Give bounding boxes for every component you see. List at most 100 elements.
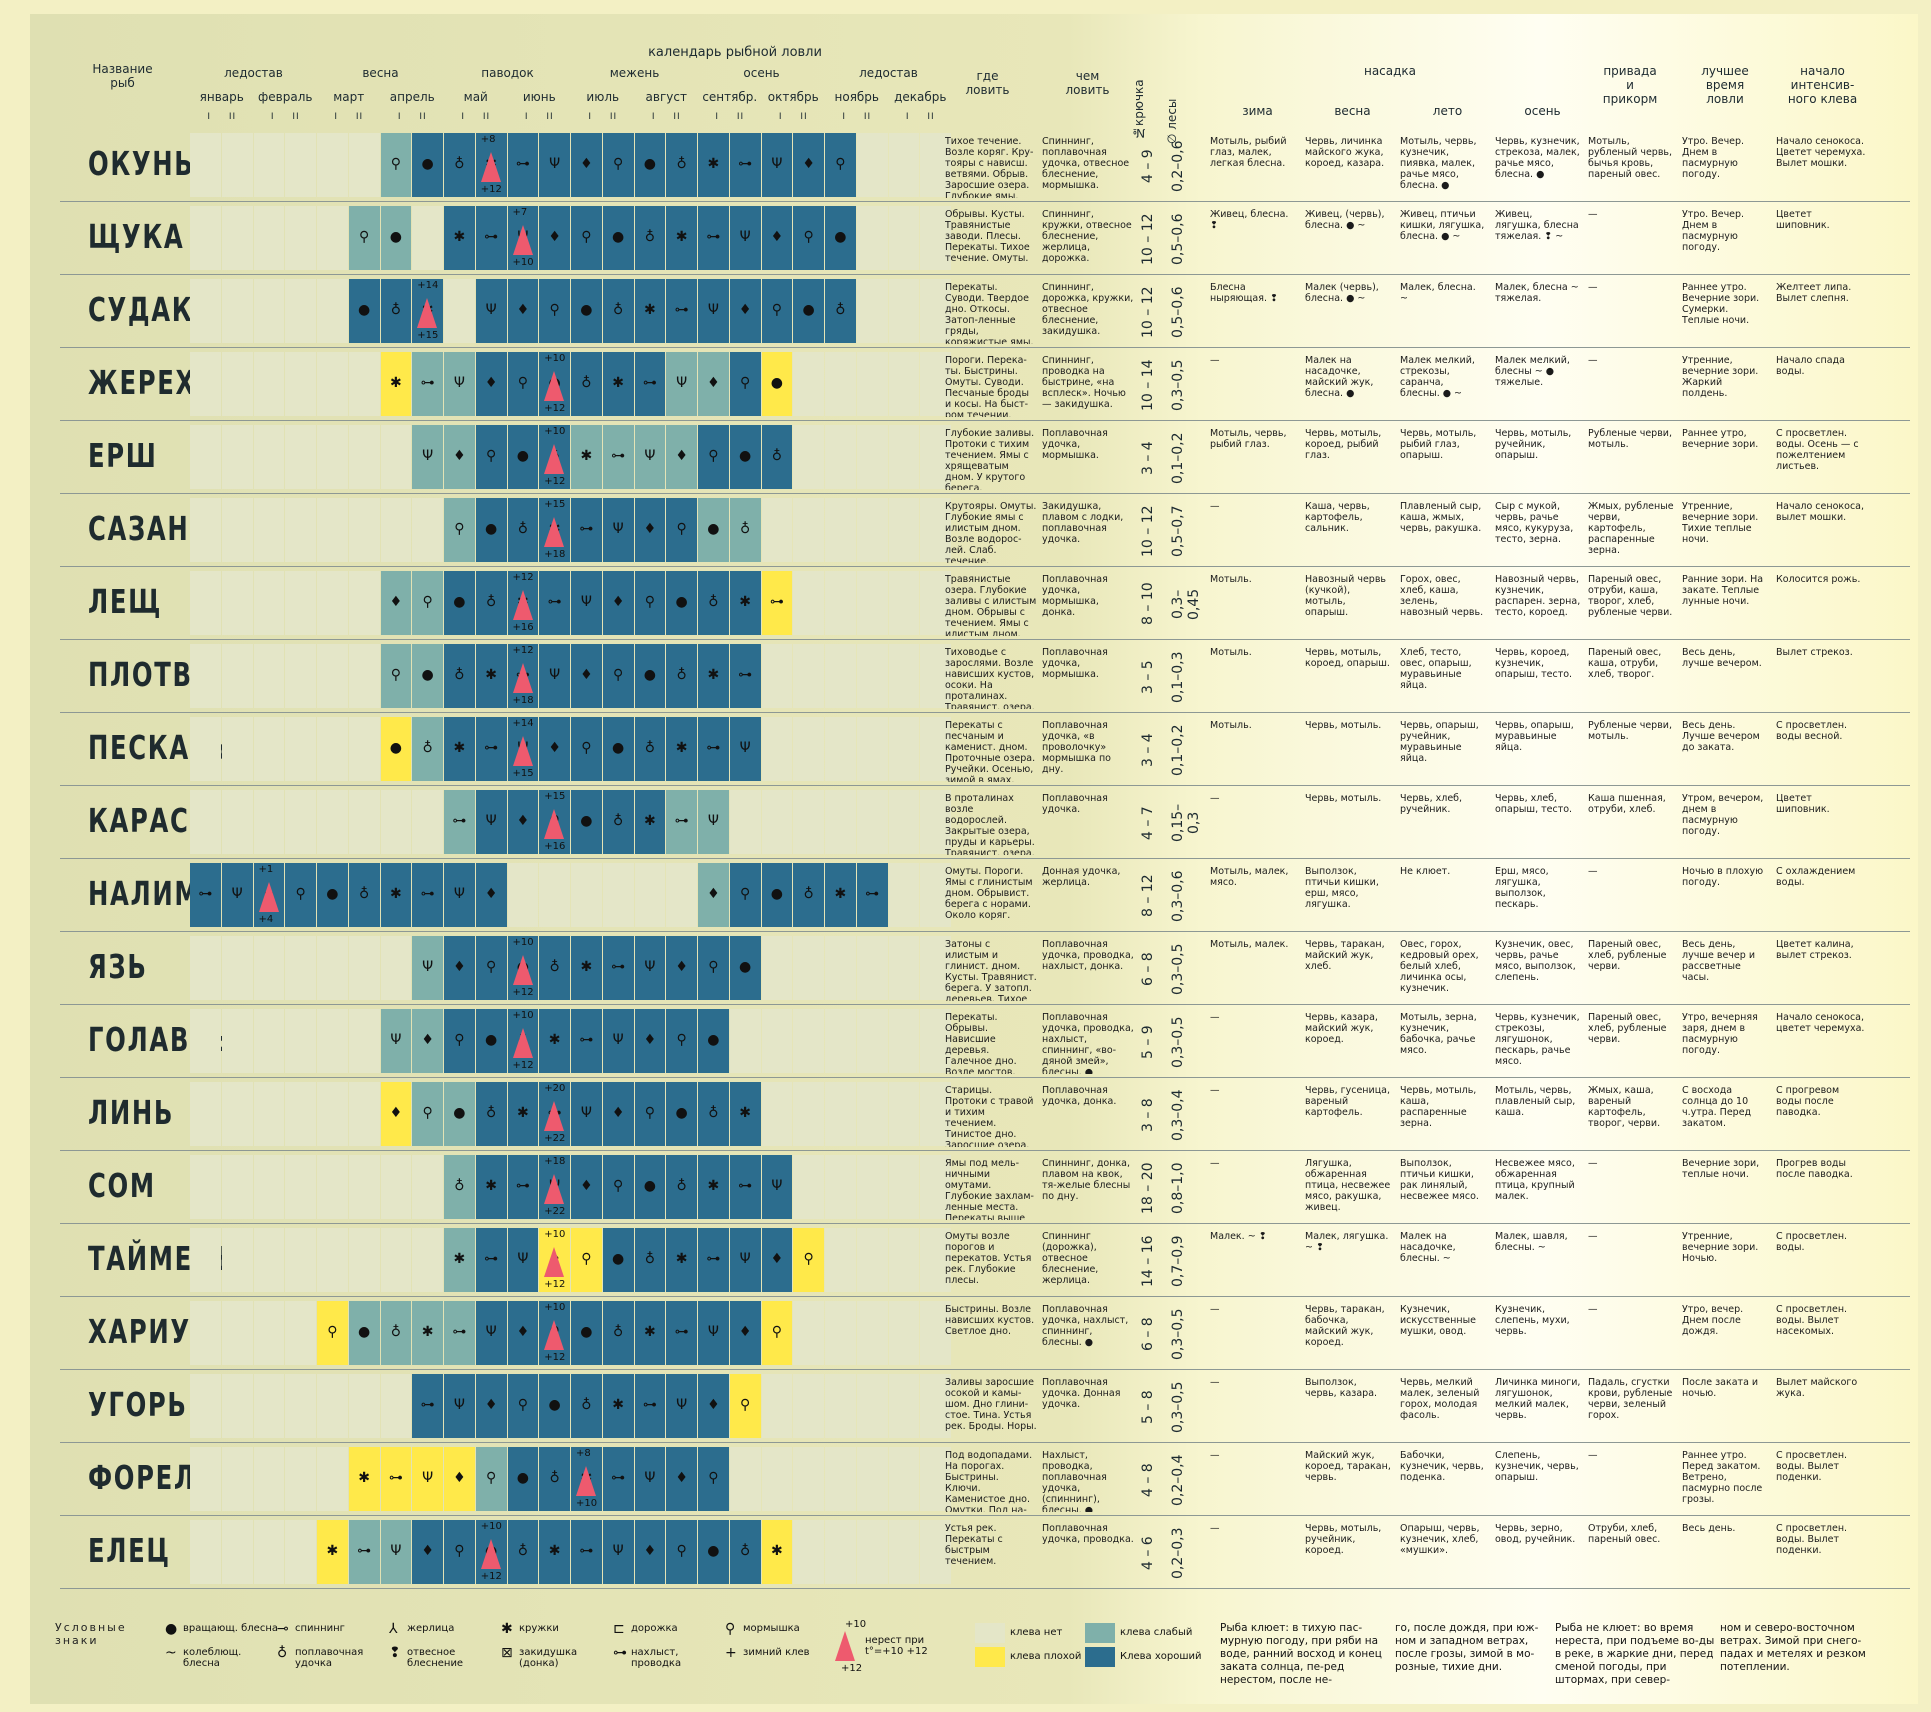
where-to-fish: Перекаты. Обрывы. Нависшие деревья. Гале… (945, 1012, 1017, 1074)
bait-autumn: Червь, зерно, овод, ручейник. (1495, 1523, 1576, 1545)
where-to-fish: Перекаты с песчаным и каменист. дном. Пр… (945, 720, 1036, 782)
calendar-cell: ⚲ (666, 498, 697, 562)
calendar-cell: ✱ (666, 1228, 697, 1292)
fish-name: КАРАСЬ (88, 801, 210, 840)
bait-autumn: Слепень, кузнечик, червь, опарыш. (1495, 1450, 1579, 1483)
fish-row: ПЕСКАРЬ ● ♁ ✱ ⊶ Ψ ♦ ⚲ ● ♁ ✱ ⊶ Ψ +14 +15 Перекаты с песч… (60, 714, 1910, 786)
bite-symbol: ● (453, 1105, 466, 1121)
bite-symbol: ♦ (453, 1470, 466, 1486)
calendar-cell: Ψ (380, 1009, 412, 1073)
bite-symbol: ⚲ (454, 521, 465, 537)
calendar-cell: ♦ (539, 717, 570, 781)
calendar-cell: Ψ (475, 790, 507, 854)
bite-symbol: ♦ (738, 302, 752, 318)
best-time: Утро, вечерняя заря, днем в пасмурную по… (1682, 1012, 1758, 1056)
bait-summer: Червь, мотыль, каша, распаренные зерна. (1400, 1085, 1477, 1129)
tackle: Закидушка, плавом с лодки, поплавочная у… (1042, 501, 1124, 545)
calendar-cell: ♦ (634, 498, 666, 562)
spawn-temp-top: +1 (258, 864, 274, 875)
note-nobite-2: ном и северо-восточном ветрах. Зимой при… (1720, 1622, 1866, 1673)
legend-item-label: зимний клев (743, 1647, 810, 1658)
calendar-cell (825, 790, 856, 854)
calendar-cell (221, 717, 253, 781)
bite-symbol: Ψ (485, 1324, 497, 1340)
bite-symbol: ♦ (453, 448, 466, 464)
bite-symbol: ✱ (644, 302, 656, 318)
calendar-cell (221, 1520, 253, 1584)
calendar-cell (285, 1520, 316, 1584)
calendar-cell (888, 936, 920, 1000)
bite-start: С просветлен. воды. Осень — с пожелтение… (1776, 428, 1859, 472)
bite-symbol: ♦ (580, 1178, 593, 1194)
groundbait: Отруби, хлеб, пареный овес. (1588, 1523, 1661, 1545)
bite-symbol: ⊶ (865, 886, 880, 902)
calendar-cell: ● (475, 1009, 507, 1073)
fish-row: НАЛИМ ⊶ Ψ ♦ ⚲ ● ♁ ✱ ⊶ Ψ ♦ ♦ ⚲ ● ♁ ✱ ⊶ +1 +4 Омуты. Пороги. … (60, 860, 1910, 932)
fish-row: ЩУКА ⚲ ● ✱ ⊶ Ψ ♦ ⚲ ● ♁ ✱ ⊶ Ψ ♦ ⚲ ● +7 +10 Обрывы. Кусты. Т… (60, 203, 1910, 275)
bait-winter: Блесна ныряющая. ❢ (1210, 282, 1278, 304)
bite-symbol: ♦ (707, 886, 720, 902)
calendar-cell: Ψ (380, 1520, 412, 1584)
bait-summer: Малек мелкий, стрекозы, саранча, блесны.… (1400, 355, 1475, 399)
legend-bad-label: клева плохой (1010, 1651, 1082, 1662)
bait-winter: — (1210, 501, 1220, 512)
bait-winter: — (1210, 1012, 1220, 1023)
month-label: ноябрь (834, 90, 880, 104)
calendar-cell: ✱ (602, 1374, 634, 1438)
calendar-cell (920, 863, 951, 927)
bite-symbol: ⚲ (581, 229, 592, 245)
bite-symbol: ● (516, 1470, 529, 1486)
calendar-cell: ✱ (729, 1082, 761, 1146)
bait-spring: Червь, казара, майский жук, короед. (1305, 1012, 1378, 1045)
calendar-cell: ♦ (698, 352, 729, 416)
calendar-cell (920, 352, 951, 416)
legend-spawn-label: нерест при t°=+10 +12 (865, 1635, 928, 1657)
bite-symbol: ♦ (516, 1324, 530, 1340)
spawn-temp-bottom: +16 (512, 622, 534, 633)
line-diameter: 0,2–0,3 (1170, 1527, 1186, 1579)
bite-symbol: ⊶ (674, 1324, 689, 1340)
bite-symbol: ♁ (454, 667, 465, 683)
priv-header: привада и прикорм (1602, 64, 1658, 106)
bite-symbol: ⊶ (420, 886, 435, 902)
bite-symbol: ⚲ (676, 521, 687, 537)
bite-start: Начало сенокоса, цветет черемуха. (1776, 1012, 1865, 1034)
calendar-cell (317, 1155, 348, 1219)
bite-symbol: ♁ (835, 302, 846, 318)
bait-summer: Кузнечик, искусственные мушки, овод. (1400, 1304, 1476, 1337)
calendar-cell (888, 1009, 920, 1073)
bite-symbol: ✱ (707, 156, 720, 172)
calendar-cell: ♦ (729, 279, 761, 343)
bite-symbol: ✱ (453, 740, 466, 756)
calendar-cell (348, 936, 380, 1000)
calendar-cell: ♦ (475, 863, 507, 927)
bite-symbol: Ψ (453, 375, 465, 391)
bite-symbol: ✱ (739, 1105, 751, 1121)
fish-row: ЯЗЬ Ψ ♦ ⚲ ● ♁ ✱ ⊶ Ψ ♦ ⚲ ● +10 +12 Затоны с илистым и г… (60, 933, 1910, 1005)
calendar-cell: Ψ (729, 717, 761, 781)
calendar-cell: ♦ (571, 644, 602, 708)
calendar-cell: ♁ (602, 790, 634, 854)
bite-symbol: ⚲ (612, 156, 624, 172)
bite-symbol: ⊶ (611, 1470, 626, 1486)
legend-item-label: колеблющ. блесна (183, 1647, 242, 1669)
calendar-cell: ♁ (634, 1228, 666, 1292)
bite-symbol: ● (485, 1032, 498, 1048)
calendar-cell: ♁ (348, 863, 380, 927)
calendar-cell: ⚲ (507, 1374, 539, 1438)
calendar-cell (221, 1082, 253, 1146)
calendar-cell (412, 498, 443, 562)
line-diameter: 0,5–0,6 (1170, 286, 1186, 338)
calendar-cell: ⊶ (602, 936, 634, 1000)
calendar-cell: Ψ (444, 863, 475, 927)
bite-symbol: ⊶ (484, 229, 499, 245)
hook-size: 10 – 12 (1140, 213, 1156, 265)
legend: Условные знаки ● вращающ. блесна ~ колеблющ… (45, 1619, 1205, 1691)
bite-symbol: ✱ (707, 667, 720, 683)
calendar-cell: ✱ (634, 790, 666, 854)
spawn-temp-bottom: +10 (512, 257, 534, 268)
bait-autumn: Ерш, мясо, лягушка, выползок, пескарь. (1495, 866, 1549, 910)
bite-symbol: ♦ (389, 1105, 403, 1121)
calendar-cell: ● (444, 571, 475, 635)
fish-row: ЕРШ Ψ ♦ ⚲ ● ♁ ✱ ⊶ Ψ ♦ ⚲ ● ♁ +10 +12 Глубокие заливы. Пр… (60, 422, 1910, 494)
